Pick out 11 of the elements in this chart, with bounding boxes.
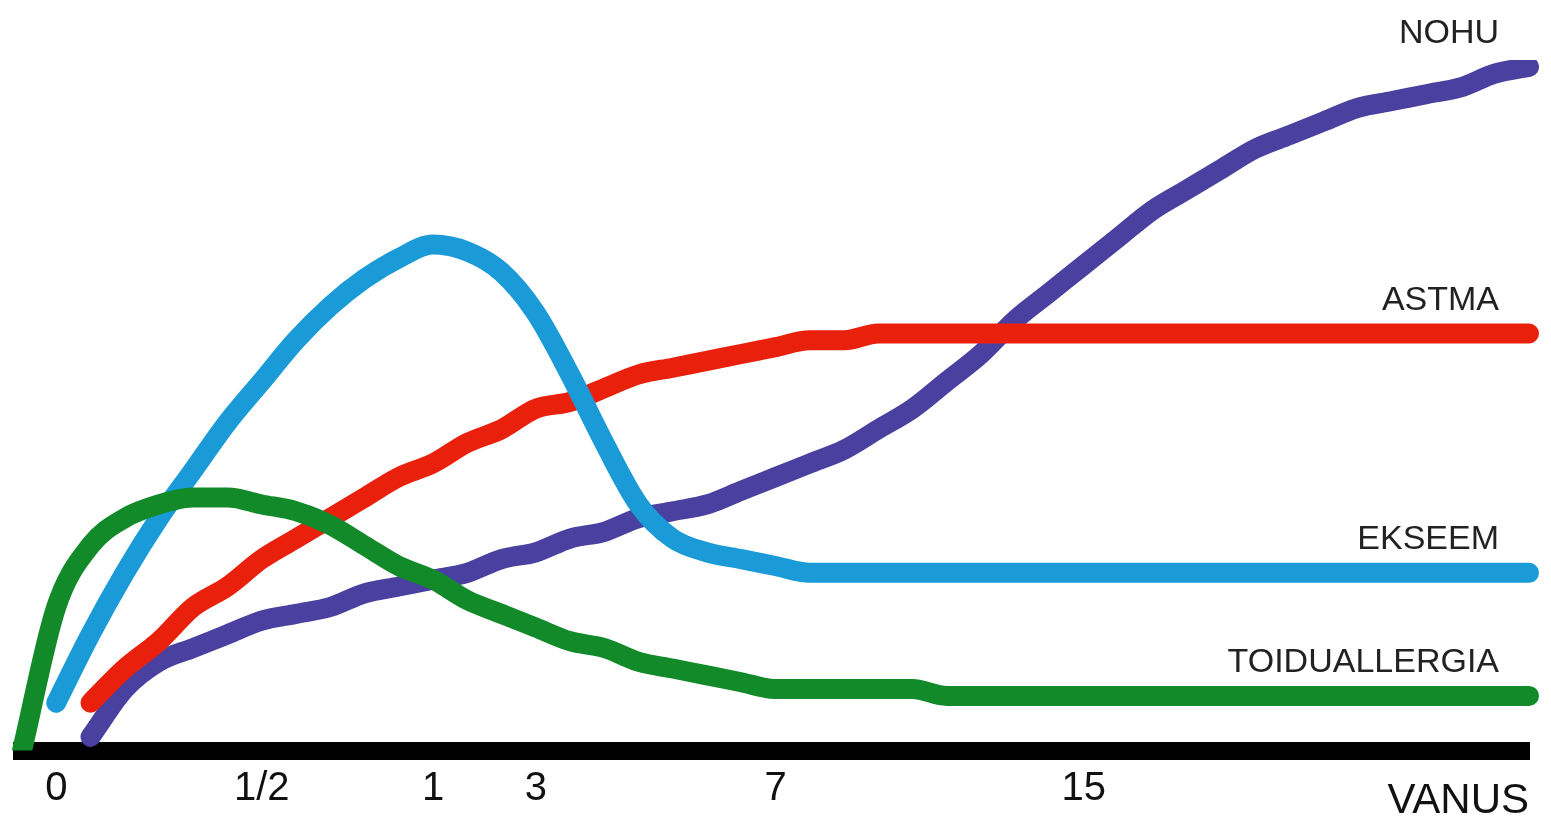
series-label: ASTMA: [1381, 278, 1500, 317]
x-tick-label: 15: [1061, 763, 1106, 808]
x-tick-label: 1: [421, 763, 445, 808]
series-label: NOHU: [1398, 12, 1499, 51]
x-tick-label: 0: [45, 763, 68, 808]
series-label: TOIDUALLERGIA: [1227, 641, 1500, 680]
x-axis-title: VANUS: [1387, 775, 1529, 823]
x-tick-label: 3: [524, 763, 547, 808]
x-tick-label: 1/2: [233, 763, 290, 808]
series-label: EKSEEM: [1357, 518, 1499, 557]
x-tick-label: 7: [764, 763, 787, 808]
